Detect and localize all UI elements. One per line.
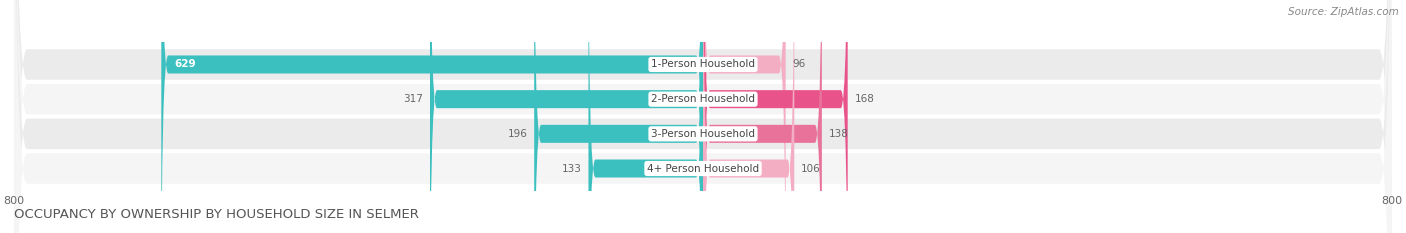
FancyBboxPatch shape xyxy=(703,0,786,233)
Text: 1-Person Household: 1-Person Household xyxy=(651,59,755,69)
Text: 629: 629 xyxy=(174,59,195,69)
FancyBboxPatch shape xyxy=(14,0,1392,233)
FancyBboxPatch shape xyxy=(589,0,703,233)
FancyBboxPatch shape xyxy=(703,0,848,233)
Text: Source: ZipAtlas.com: Source: ZipAtlas.com xyxy=(1288,7,1399,17)
Text: 138: 138 xyxy=(828,129,849,139)
FancyBboxPatch shape xyxy=(703,0,794,233)
Text: 317: 317 xyxy=(404,94,423,104)
Text: 3-Person Household: 3-Person Household xyxy=(651,129,755,139)
FancyBboxPatch shape xyxy=(430,0,703,233)
Text: 2-Person Household: 2-Person Household xyxy=(651,94,755,104)
FancyBboxPatch shape xyxy=(162,0,703,233)
Text: 4+ Person Household: 4+ Person Household xyxy=(647,164,759,174)
Text: OCCUPANCY BY OWNERSHIP BY HOUSEHOLD SIZE IN SELMER: OCCUPANCY BY OWNERSHIP BY HOUSEHOLD SIZE… xyxy=(14,208,419,221)
Text: 106: 106 xyxy=(801,164,821,174)
FancyBboxPatch shape xyxy=(14,0,1392,233)
FancyBboxPatch shape xyxy=(703,0,823,233)
FancyBboxPatch shape xyxy=(14,0,1392,233)
Text: 133: 133 xyxy=(562,164,582,174)
FancyBboxPatch shape xyxy=(14,0,1392,233)
Text: 168: 168 xyxy=(855,94,875,104)
Text: 96: 96 xyxy=(793,59,806,69)
FancyBboxPatch shape xyxy=(534,0,703,233)
Text: 196: 196 xyxy=(508,129,527,139)
